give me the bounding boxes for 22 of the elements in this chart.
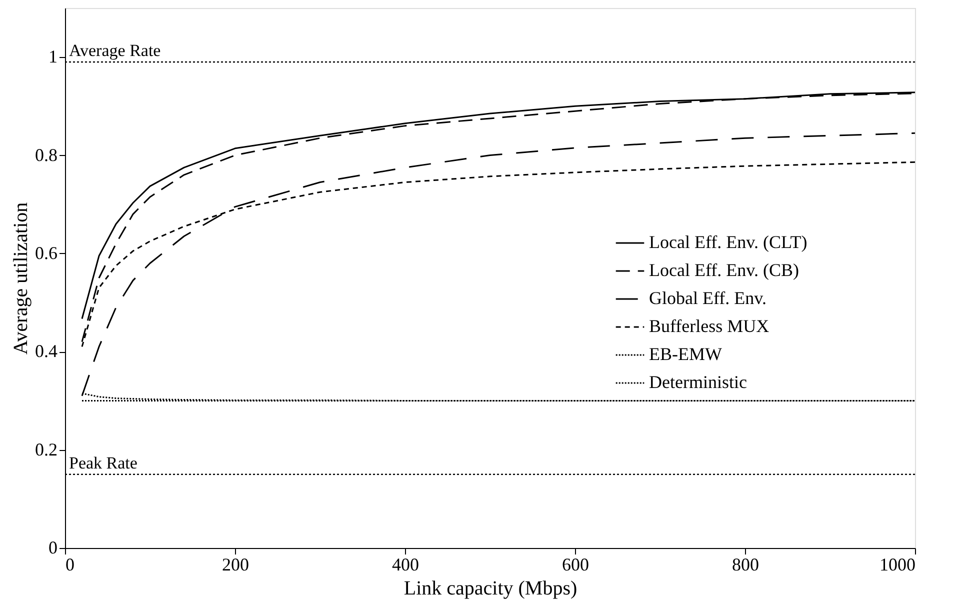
x-tick-label: 1000 bbox=[880, 554, 916, 574]
legend-label: Deterministic bbox=[649, 372, 747, 392]
y-tick-label: 0.4 bbox=[35, 341, 58, 362]
x-tick-label: 400 bbox=[392, 554, 419, 574]
y-tick-label: 0 bbox=[48, 538, 58, 558]
legend-label: EB-EMW bbox=[649, 344, 722, 364]
legend-label: Global Eff. Env. bbox=[649, 288, 766, 308]
x-tick-label: 200 bbox=[222, 554, 249, 574]
legend-label: Local Eff. Env. (CB) bbox=[649, 260, 799, 280]
ref-line-label: Peak Rate bbox=[69, 453, 138, 472]
ref-line-label: Average Rate bbox=[69, 41, 161, 60]
legend-label: Local Eff. Env. (CLT) bbox=[649, 232, 808, 252]
x-axis-title: Link capacity (Mbps) bbox=[404, 578, 578, 600]
y-tick-label: 0.2 bbox=[35, 439, 58, 460]
x-tick-label: 0 bbox=[66, 554, 74, 574]
y-tick-label: 0.8 bbox=[35, 144, 58, 165]
y-tick-label: 1 bbox=[48, 46, 58, 67]
legend-label: Bufferless MUX bbox=[649, 316, 770, 336]
y-tick-label: 0.6 bbox=[35, 242, 58, 263]
y-axis-title: Average utilization bbox=[10, 202, 32, 355]
x-tick-label: 800 bbox=[732, 554, 759, 574]
x-tick-label: 600 bbox=[562, 554, 589, 574]
